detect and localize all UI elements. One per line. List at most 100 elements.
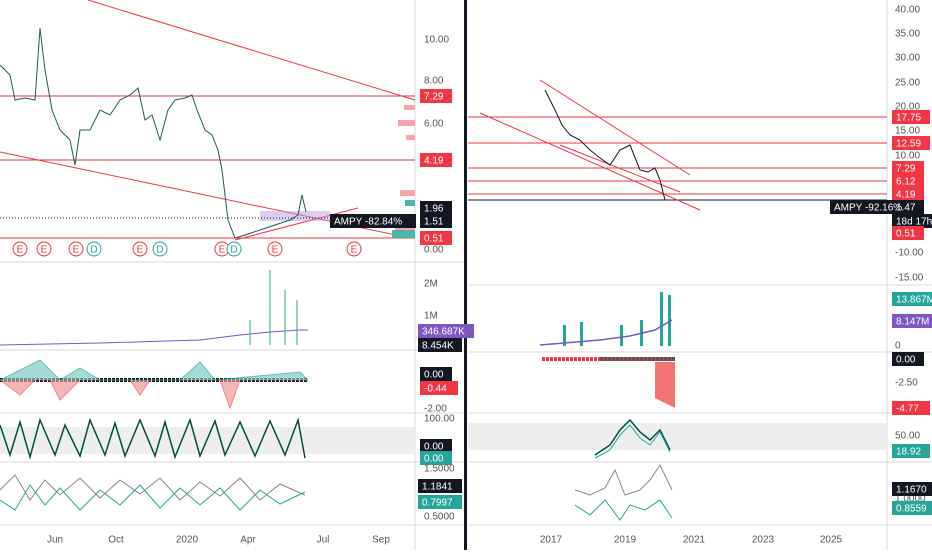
axis-label: -15.00 [895, 273, 924, 284]
event-marker [68, 241, 84, 257]
badge-label: 0.51 [424, 234, 444, 245]
badge-label: 0.51 [896, 229, 916, 240]
event-marker [132, 241, 148, 257]
price-badge [418, 479, 462, 493]
time-label: 2023 [752, 535, 775, 546]
badge-label: 1.51 [424, 217, 444, 228]
axis-label: 6.00 [424, 119, 444, 130]
time-label: 2021 [683, 535, 706, 546]
time-label: Jun [47, 535, 63, 546]
badge-label: 0.7997 [422, 498, 453, 509]
time-label: 2017 [540, 535, 563, 546]
badge-label: 1.47 [896, 203, 916, 214]
time-label: Apr [240, 535, 256, 546]
event-label: E [351, 245, 358, 256]
event-label: D [230, 245, 237, 256]
badge-label: 0.00 [896, 355, 916, 366]
axis-label: 10.00 [895, 151, 920, 162]
axis-label: 50.00 [895, 431, 920, 442]
axis-label: 1.0000 [895, 494, 926, 505]
price-badge [418, 495, 462, 509]
price-badge [892, 501, 932, 515]
price-badge [420, 89, 452, 103]
axis-label: 25.00 [895, 78, 920, 89]
badge-label: 4.19 [424, 156, 444, 167]
event-label: D [156, 245, 163, 256]
badge-label: 0.00 [424, 454, 444, 465]
axis-label: 35.00 [895, 29, 920, 40]
event-label: E [272, 245, 279, 256]
axis-label: 10.00 [424, 35, 449, 46]
event-label: E [219, 245, 226, 256]
badge-label: 7.29 [896, 164, 916, 175]
axis-label: 1.5000 [424, 464, 455, 475]
axis-label: 40.00 [895, 5, 920, 16]
split-divider [464, 0, 467, 550]
badge-label: 8.147M [896, 317, 929, 328]
price-badge [892, 187, 924, 201]
badge-label: 7.29 [424, 92, 444, 103]
badge-label: 0.00 [424, 442, 444, 453]
axis-label: -2.50 [895, 378, 918, 389]
badge-label: 13.867M [896, 295, 932, 306]
price-badge [420, 201, 452, 215]
price-badge [892, 200, 924, 214]
event-marker [346, 241, 362, 257]
right-drawings [468, 79, 887, 521]
price-badge [892, 314, 932, 328]
event-marker [267, 241, 283, 257]
price-badge [892, 352, 924, 366]
price-badge [420, 153, 452, 167]
event-marker [12, 241, 28, 257]
badge-label: -0.44 [424, 384, 447, 395]
event-label: E [137, 245, 144, 256]
badge-label: 1.96 [424, 204, 444, 215]
price-badge [892, 482, 932, 496]
badge-label: -4.77 [896, 404, 919, 415]
axis-label: 0.00 [424, 245, 444, 256]
badge-label: 4.19 [896, 190, 916, 201]
price-badge [892, 292, 932, 306]
time-label: Jul [317, 535, 330, 546]
axis-label: 30.00 [895, 53, 920, 64]
symbol-change: AMPY -92.16% [834, 203, 902, 214]
event-marker [86, 241, 102, 257]
price-badge [892, 136, 930, 150]
event-label: D [90, 245, 97, 256]
axis-label: 2M [424, 279, 438, 290]
event-label: E [41, 245, 48, 256]
axis-label: 20.00 [895, 102, 920, 113]
axis-label: -10.00 [895, 248, 924, 259]
price-badge [420, 439, 452, 453]
axis-label: 15.00 [895, 126, 920, 137]
symbol-change: AMPY -82.84% [334, 217, 402, 228]
axis-label: 0.5000 [424, 512, 455, 523]
badge-label: 18.92 [896, 447, 921, 458]
price-badge [420, 367, 452, 381]
price-badge [420, 231, 452, 245]
time-label: Sep [372, 535, 390, 546]
price-badge [420, 451, 452, 465]
badge-label: 1.1841 [422, 482, 453, 493]
badge-label: 17.75 [896, 113, 921, 124]
badge-label: 8.454K [422, 341, 454, 352]
time-label: 2025 [820, 535, 843, 546]
badge-label: 346.687K [422, 327, 465, 338]
event-marker [152, 241, 168, 257]
badge-label: 0.8559 [896, 504, 927, 515]
time-label: 2019 [614, 535, 637, 546]
axis-label: 0 [895, 341, 901, 352]
badge-label: 18d 17h [896, 217, 932, 228]
price-badge [892, 401, 930, 415]
event-label: E [17, 245, 24, 256]
axis-label: -2.00 [424, 404, 447, 415]
event-marker [226, 241, 242, 257]
price-badge [892, 174, 924, 188]
price-badge [418, 324, 474, 338]
badge-label: 0.00 [424, 370, 444, 381]
symbol-badge [830, 200, 892, 214]
price-badge [892, 161, 924, 175]
price-badge [892, 226, 924, 240]
